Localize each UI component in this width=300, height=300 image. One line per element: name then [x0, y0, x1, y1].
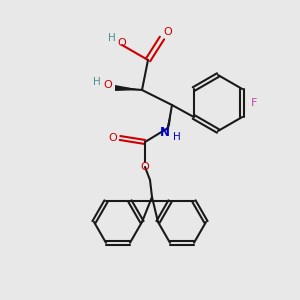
Text: O: O [141, 162, 149, 172]
Text: F: F [251, 98, 257, 108]
Text: H: H [108, 33, 116, 43]
Text: N: N [160, 127, 170, 140]
Text: H: H [173, 132, 181, 142]
Polygon shape [166, 105, 172, 131]
Text: H: H [93, 77, 101, 87]
Text: O: O [103, 80, 112, 90]
Text: O: O [109, 133, 117, 143]
Text: O: O [118, 38, 126, 48]
Polygon shape [115, 85, 142, 91]
Text: O: O [164, 27, 172, 37]
